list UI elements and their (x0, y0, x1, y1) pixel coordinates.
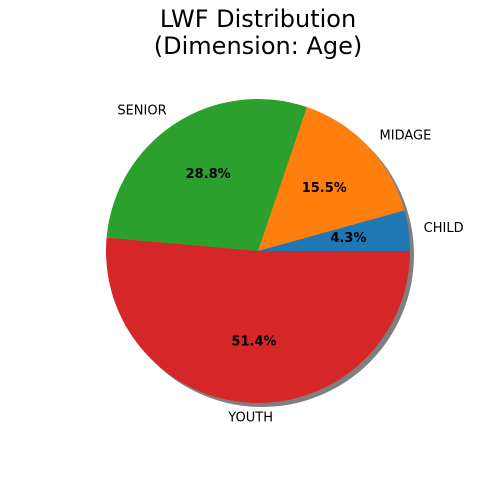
slice-label-youth: YOUTH (227, 411, 273, 426)
pie-slice-midage (258, 107, 405, 251)
pie-slice-child (258, 210, 410, 251)
pie-slice-senior (106, 98, 307, 251)
slice-pct-midage: 15.5% (302, 181, 347, 196)
slice-label-child: CHILD (424, 221, 464, 236)
pie-slice-youth (106, 237, 410, 403)
slice-label-senior: SENIOR (117, 103, 166, 118)
slice-pct-child: 4.3% (330, 231, 366, 246)
slice-pct-youth: 51.4% (231, 335, 276, 350)
pie-slices (106, 98, 410, 403)
slice-pct-senior: 28.8% (186, 167, 231, 182)
slice-label-midage: MIDAGE (380, 129, 432, 144)
chart-title-line-1: LWF Distribution (160, 5, 356, 33)
chart-title-line-2: (Dimension: Age) (154, 32, 362, 60)
pie-labels: CHILD 4.3% MIDAGE 15.5% SENIOR 28.8% YOUTH 51.4… (117, 103, 463, 425)
